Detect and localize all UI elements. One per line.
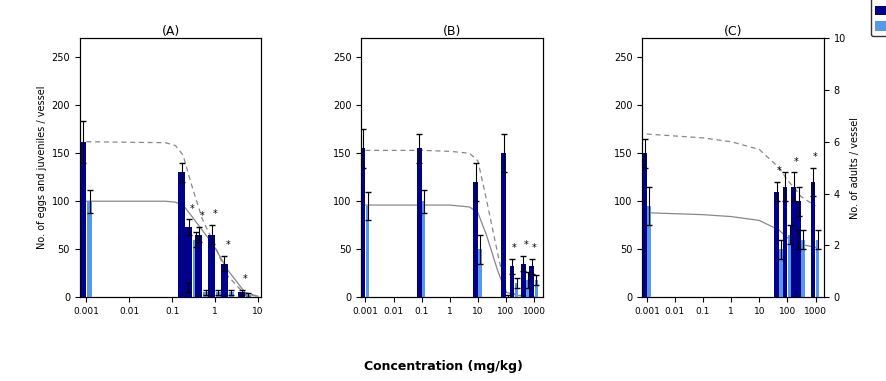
Bar — [648, 206, 650, 297]
Bar — [501, 153, 506, 297]
Y-axis label: No. of adults / vessel: No. of adults / vessel — [851, 117, 860, 219]
Text: Concentration (mg/kg): Concentration (mg/kg) — [363, 360, 523, 373]
Bar — [221, 264, 228, 297]
Bar — [774, 192, 779, 297]
Bar — [521, 264, 525, 297]
Text: *: * — [776, 166, 781, 176]
Bar — [79, 142, 86, 297]
Bar — [788, 235, 791, 297]
Bar — [87, 201, 92, 297]
Text: *: * — [794, 157, 798, 166]
Bar — [185, 227, 192, 297]
Bar — [361, 149, 365, 297]
Bar — [478, 249, 482, 297]
Bar — [423, 201, 425, 297]
Bar — [782, 187, 788, 297]
Bar — [203, 292, 208, 297]
Bar — [791, 187, 796, 297]
Bar — [526, 280, 530, 297]
Bar — [797, 240, 800, 297]
Text: *: * — [226, 240, 230, 250]
Text: *: * — [524, 240, 528, 250]
Bar — [195, 235, 202, 297]
Text: *: * — [813, 152, 818, 162]
Title: (A): (A) — [161, 25, 180, 38]
Bar — [529, 266, 534, 297]
Bar — [186, 288, 190, 297]
Bar — [237, 292, 245, 297]
Bar — [207, 235, 214, 297]
Text: *: * — [190, 204, 195, 214]
Bar — [216, 292, 221, 297]
Title: (B): (B) — [443, 25, 461, 38]
Bar — [366, 206, 369, 297]
Legend: Adults, Eggs, Juveniles: Adults, Eggs, Juveniles — [871, 0, 886, 36]
Bar — [193, 240, 198, 297]
Text: *: * — [199, 211, 205, 221]
Text: *: * — [243, 274, 247, 284]
Bar — [796, 201, 801, 297]
Bar — [509, 266, 515, 297]
Text: *: * — [532, 243, 537, 253]
Y-axis label: No. of eggs and juveniles / vessel: No. of eggs and juveniles / vessel — [37, 86, 47, 250]
Bar — [811, 182, 815, 297]
Bar — [801, 240, 804, 297]
Bar — [473, 182, 478, 297]
Bar — [780, 249, 782, 297]
Bar — [642, 153, 647, 297]
Bar — [229, 292, 234, 297]
Text: *: * — [512, 243, 517, 253]
Bar — [816, 240, 820, 297]
Text: *: * — [213, 210, 217, 219]
Title: (C): (C) — [724, 25, 742, 38]
Bar — [178, 173, 185, 297]
Bar — [417, 149, 422, 297]
Bar — [534, 280, 538, 297]
Bar — [515, 283, 518, 297]
Bar — [245, 295, 251, 297]
